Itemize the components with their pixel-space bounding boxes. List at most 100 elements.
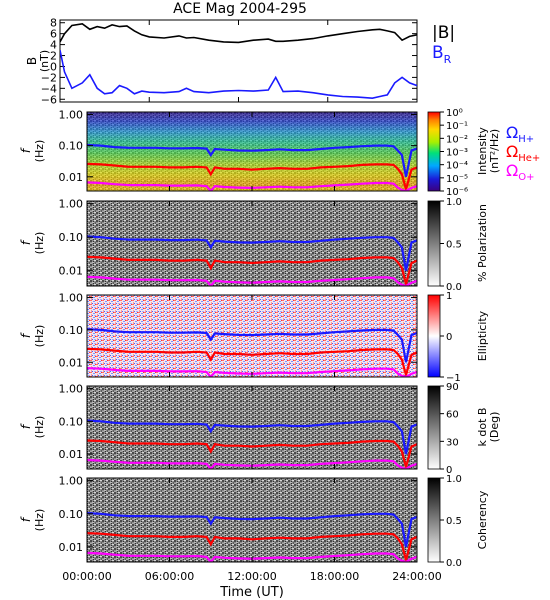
time-tick-label: 06:00:00 — [145, 570, 194, 583]
colorbar-tick-label: 0.5 — [446, 516, 462, 527]
coherency-y-axis-label: f (Hz) — [19, 509, 46, 532]
gyro-line--h- — [87, 512, 417, 548]
freq-tick-label: 1.00 — [59, 108, 84, 121]
legend-omega-he: ΩHe+ — [506, 142, 540, 164]
field-y-tick-label: 4 — [50, 39, 57, 52]
gyro-line--he- — [87, 347, 417, 377]
time-tick-label: 12:00:00 — [227, 570, 276, 583]
freq-tick-label: 0.01 — [59, 541, 84, 554]
series-line--b- — [60, 22, 417, 44]
freq-tick-label: 0.01 — [59, 265, 84, 278]
coherency-time-ticks — [86, 478, 418, 562]
field-y-tick-label: −2 — [41, 71, 57, 84]
colorbar-tick-label: 90 — [446, 382, 459, 393]
power-gyrofrequency-lines — [87, 143, 417, 191]
time-tick-label: 00:00:00 — [62, 570, 111, 583]
ellipticity-colorbar — [427, 294, 441, 378]
field-y-tick-label: 2 — [50, 50, 57, 63]
coherency-colorbar-ticks: 1.0 0.5 0.0 — [440, 474, 462, 569]
field-y-tick-label: 6 — [50, 28, 57, 41]
polarization-colorbar — [427, 200, 441, 287]
series-line-b-r — [60, 49, 417, 100]
polarization-time-ticks — [86, 201, 418, 286]
power-colorbar-label: Intensity — [476, 127, 489, 175]
svg-text:(Hz): (Hz) — [33, 416, 46, 439]
kdotb-panel: 1.00 0.10 0.01 f (Hz) 90 60 30 0 k dot B (Deg… — [19, 382, 501, 476]
gyro-line--o- — [87, 551, 417, 562]
colorbar-tick-label: 10⁻⁴ — [446, 161, 468, 172]
legend-omega-h: ΩH+ — [506, 123, 534, 145]
svg-text:f: f — [19, 332, 33, 338]
gyro-line--o- — [87, 367, 417, 377]
freq-tick-label: 1.00 — [59, 198, 84, 211]
colorbar-tick-label: 30 — [446, 437, 459, 448]
ellipticity-colorbar-ticks: 1 0 −1 — [440, 291, 461, 384]
freq-tick-label: 0.10 — [59, 324, 84, 337]
colorbar-tick-label: 10⁻⁶ — [446, 187, 468, 198]
coherency-gyrofrequency-lines — [87, 512, 417, 562]
colorbar-tick-label: 10⁻³ — [446, 148, 468, 159]
colorbar-tick-label: −1 — [446, 373, 461, 384]
polarization-colorbar-ticks: 1.0 0.5 0.0 — [440, 197, 462, 293]
field-y-tick-label: 8 — [50, 17, 57, 30]
freq-tick-label: 0.10 — [59, 140, 84, 153]
gyro-line--he- — [87, 439, 417, 469]
kdotb-colorbar — [427, 385, 441, 470]
ellipticity-y-axis-label: f (Hz) — [19, 325, 46, 348]
polarization-freq-ticks: 1.00 0.10 0.01 — [59, 198, 417, 278]
power-panel: 1.000.100.01 f (Hz) 10⁰10⁻¹10⁻²10⁻³10⁻⁴1… — [19, 108, 540, 198]
colorbar-tick-label: 0.0 — [446, 558, 462, 569]
legend-omega-o: ΩO+ — [506, 161, 534, 183]
svg-text:f: f — [19, 239, 33, 245]
gyro-legend: ΩH+ ΩHe+ ΩO+ — [506, 123, 540, 183]
colorbar-tick-label: 1.0 — [446, 474, 462, 485]
kdotb-freq-ticks: 1.00 0.10 0.01 — [59, 383, 417, 461]
power-time-ticks — [86, 112, 418, 191]
ellipticity-freq-ticks: 1.00 0.10 0.01 — [59, 292, 417, 369]
time-tick-label: 24:00:00 — [392, 570, 441, 583]
gyro-line--he- — [87, 255, 417, 286]
legend-b-magnitude: |B| — [432, 23, 455, 43]
gyro-line--o- — [87, 181, 417, 191]
legend-b-radial-symbol: B — [432, 43, 444, 63]
ellipticity-colorbar-label: Ellipticity — [476, 310, 489, 361]
colorbar-tick-label: 10⁻¹ — [446, 121, 468, 132]
gyro-line--he- — [87, 162, 417, 191]
time-axis-labels: 00:00:00 06:00:00 12:00:00 18:00:00 24:00:00 — [62, 570, 441, 583]
svg-text:f: f — [19, 423, 33, 429]
svg-text:f: f — [19, 147, 33, 153]
coherency-colorbar — [427, 477, 441, 563]
freq-tick-label: 0.01 — [59, 448, 84, 461]
polarization-y-axis-label: f (Hz) — [19, 232, 46, 255]
kdotb-colorbar-unit: (Deg) — [488, 412, 501, 443]
gyro-line--o- — [87, 458, 417, 469]
svg-text:(Hz): (Hz) — [33, 232, 46, 255]
gyro-line--o- — [87, 275, 417, 286]
svg-text:f: f — [19, 516, 33, 522]
freq-tick-label: 1.00 — [59, 383, 84, 396]
colorbar-tick-label: 10⁻⁵ — [446, 174, 468, 185]
power-colorbar-ticks: 10⁰ 10⁻¹ 10⁻² 10⁻³ 10⁻⁴ 10⁻⁵ 10⁻⁶ — [440, 108, 468, 198]
power-y-axis-label: f (Hz) — [19, 140, 46, 163]
power-freq-ticks: 1.00 0.10 0.01 — [59, 108, 417, 184]
polarization-colorbar-label: % Polarization — [476, 204, 489, 282]
field-y-tick-label: −4 — [41, 82, 57, 95]
freq-tick-label: 0.01 — [59, 171, 84, 184]
power-colorbar-unit: (nT²/Hz) — [488, 129, 501, 173]
colorbar-tick-label: 1.0 — [446, 197, 462, 208]
freq-tick-label: 0.10 — [59, 508, 84, 521]
time-tick-label: 18:00:00 — [310, 570, 359, 583]
legend-b-radial-sub: R — [444, 53, 452, 66]
colorbar-tick-label: 0 — [446, 465, 452, 476]
colorbar-tick-label: 10⁰ — [446, 108, 463, 119]
polarization-gyrofrequency-lines — [87, 235, 417, 286]
colorbar-tick-label: 0.0 — [446, 282, 462, 293]
freq-tick-label: 0.10 — [59, 415, 84, 428]
kdotb-y-axis-label: f (Hz) — [19, 416, 46, 439]
field-y-unit: (nT) — [38, 50, 51, 72]
field-y-tick-label: 0 — [50, 60, 57, 73]
legend-b-radial: BR — [432, 43, 452, 66]
gyro-line--h- — [87, 419, 417, 455]
